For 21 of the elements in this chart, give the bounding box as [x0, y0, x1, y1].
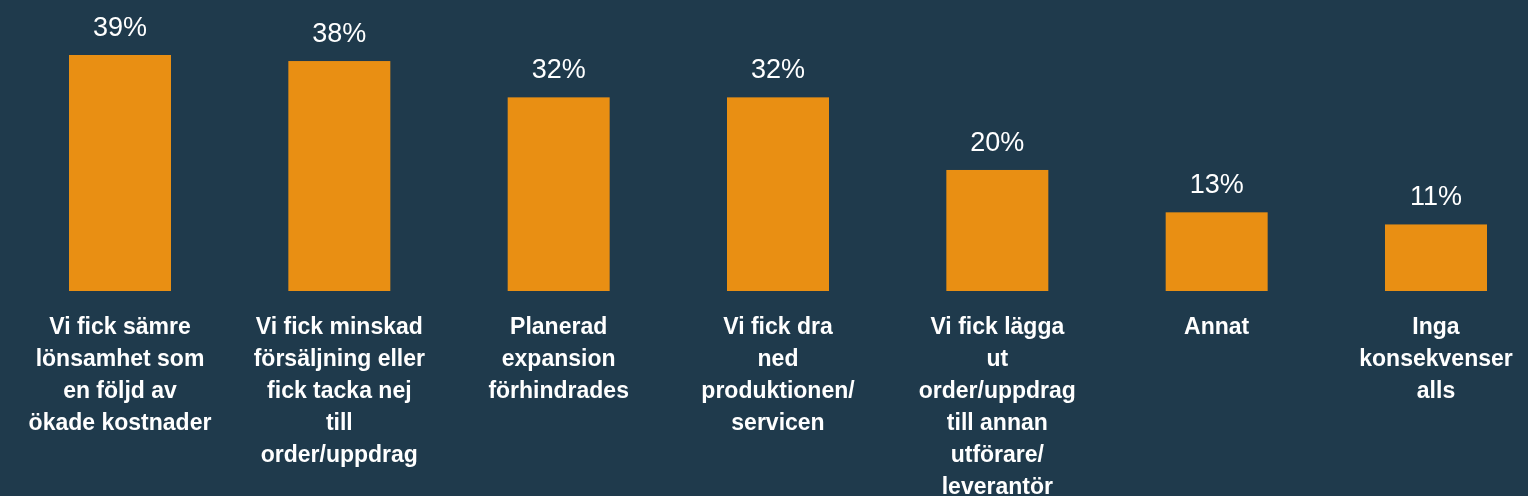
bar: [946, 169, 1049, 291]
x-tick-label: Vi fick dra ned produktionen/ servicen: [701, 313, 856, 435]
data-label: 20%: [970, 126, 1025, 157]
bar: [1385, 224, 1487, 291]
x-tick-label: Vi fick lägga ut order/uppdrag till annan utförare/ leverantör: [918, 313, 1076, 496]
data-label: 13%: [1189, 169, 1244, 200]
x-tick-label: Planerad expansion förhindrades: [488, 313, 629, 403]
x-tick-label: Inga konsekvenser alls: [1359, 313, 1513, 403]
data-label: 11%: [1409, 181, 1463, 212]
bar: [727, 97, 829, 291]
bar: [288, 61, 391, 291]
bar: [1165, 212, 1268, 291]
bar: [507, 97, 610, 291]
data-label: 39%: [92, 12, 148, 42]
x-tick-label: Vi fick minskad försäljning eller fick tacka nej till order/uppdrag: [253, 313, 426, 467]
x-tick-label: Annat: [1184, 313, 1250, 339]
data-label: 38%: [312, 18, 367, 49]
data-label: 32%: [750, 54, 806, 85]
data-label: 32%: [531, 54, 586, 85]
x-tick-label: Vi fick sämre lönsamhet som en följd av ökade kostnader: [28, 313, 212, 435]
bar: [69, 55, 171, 291]
